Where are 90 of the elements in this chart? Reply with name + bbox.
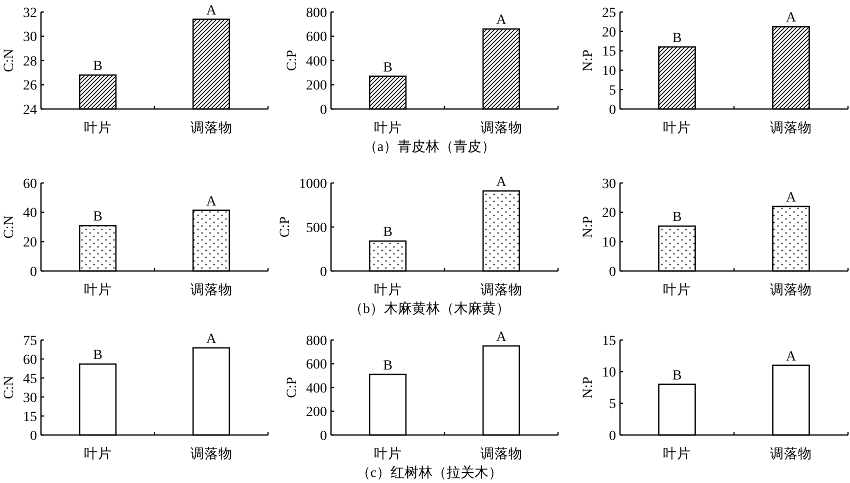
- ytick: 0: [320, 264, 327, 280]
- xtick: 叶片: [84, 120, 112, 135]
- xtick: 叶片: [374, 446, 402, 461]
- xtick: 叶片: [663, 120, 691, 135]
- ytick: 0: [320, 428, 327, 444]
- ytick: 0: [30, 264, 37, 280]
- ylabel: N:P: [581, 216, 596, 238]
- xtick: 调落物: [480, 120, 522, 135]
- ytick: 10: [602, 236, 616, 251]
- ytick: 15: [23, 410, 37, 425]
- ylabel: N:P: [581, 50, 596, 72]
- ytick: 30: [23, 30, 37, 46]
- ytick: 28: [23, 54, 37, 70]
- annotation: B: [383, 358, 392, 374]
- ytick: 0: [609, 102, 616, 118]
- xtick: 调落物: [770, 282, 812, 297]
- annotation: B: [93, 210, 102, 225]
- annotation: A: [786, 349, 796, 364]
- annotation: A: [786, 190, 796, 206]
- ytick: 24: [23, 102, 37, 118]
- ytick: 0: [30, 428, 37, 444]
- ytick: 15: [602, 44, 616, 60]
- ytick: 0: [609, 428, 616, 444]
- ytick: 400: [306, 381, 327, 396]
- ytick: 800: [306, 6, 327, 21]
- caption: （c）红树林（拉关木）: [356, 466, 503, 481]
- ytick: 5: [609, 397, 616, 412]
- annotation: A: [496, 330, 506, 345]
- annotation: B: [383, 225, 392, 240]
- annotation: A: [206, 332, 216, 347]
- ylabel: C:P: [285, 50, 300, 71]
- xtick: 叶片: [374, 120, 402, 135]
- xtick: 叶片: [84, 282, 112, 297]
- xtick: 叶片: [84, 446, 112, 461]
- ytick: 75: [23, 334, 37, 349]
- ylabel: C:P: [278, 216, 293, 238]
- ytick: 600: [306, 30, 327, 46]
- ytick: 0: [320, 102, 327, 118]
- xtick: 调落物: [190, 282, 232, 297]
- annotation: B: [93, 348, 102, 364]
- xtick: 调落物: [190, 120, 232, 135]
- ytick: 60: [23, 176, 37, 192]
- ylabel: C:N: [2, 215, 17, 239]
- ylabel: C:N: [2, 376, 17, 400]
- ytick: 30: [23, 390, 37, 406]
- ytick: 10: [602, 366, 616, 381]
- annotation: A: [496, 174, 506, 190]
- ytick: 200: [306, 405, 327, 420]
- ytick: 45: [23, 372, 37, 387]
- ytick: 600: [306, 358, 327, 373]
- ytick: 5: [609, 84, 616, 98]
- annotation: B: [93, 59, 102, 74]
- ytick: 400: [306, 54, 327, 70]
- xtick: 叶片: [663, 446, 691, 461]
- ytick: 1000: [299, 176, 327, 192]
- xtick: 叶片: [663, 282, 691, 297]
- ytick: 800: [306, 334, 327, 349]
- annotation: A: [206, 3, 216, 18]
- ytick: 25: [602, 6, 616, 21]
- caption: （b）木麻黄林（木麻黄）: [349, 302, 510, 317]
- xtick: 调落物: [770, 120, 812, 135]
- ytick: 10: [602, 64, 616, 80]
- annotation: B: [672, 210, 682, 226]
- annotation: B: [672, 368, 682, 384]
- ylabel: C:P: [285, 377, 300, 398]
- ylabel: N:P: [581, 376, 596, 398]
- ylabel: C:N: [2, 48, 17, 72]
- annotation: A: [496, 12, 506, 28]
- ytick: 40: [23, 206, 37, 222]
- ytick: 500: [306, 220, 327, 236]
- caption: （a）青皮林（青皮）: [363, 140, 496, 155]
- ytick: 26: [23, 78, 37, 94]
- ytick: 20: [602, 25, 616, 40]
- ytick: 200: [306, 78, 327, 94]
- ytick: 60: [23, 352, 37, 368]
- ytick: 15: [602, 334, 616, 349]
- xtick: 调落物: [480, 282, 522, 297]
- ytick: 32: [23, 6, 37, 21]
- ytick: 0: [609, 264, 616, 280]
- annotation: B: [383, 60, 392, 76]
- xtick: 调落物: [770, 446, 812, 461]
- annotation: A: [786, 10, 796, 26]
- xtick: 调落物: [480, 446, 522, 461]
- ytick: 20: [23, 236, 37, 251]
- xtick: 叶片: [374, 282, 402, 297]
- annotation: A: [206, 194, 216, 210]
- ytick: 30: [602, 176, 616, 192]
- ytick: 20: [602, 206, 616, 222]
- annotation: B: [672, 30, 682, 46]
- xtick: 调落物: [190, 446, 232, 461]
